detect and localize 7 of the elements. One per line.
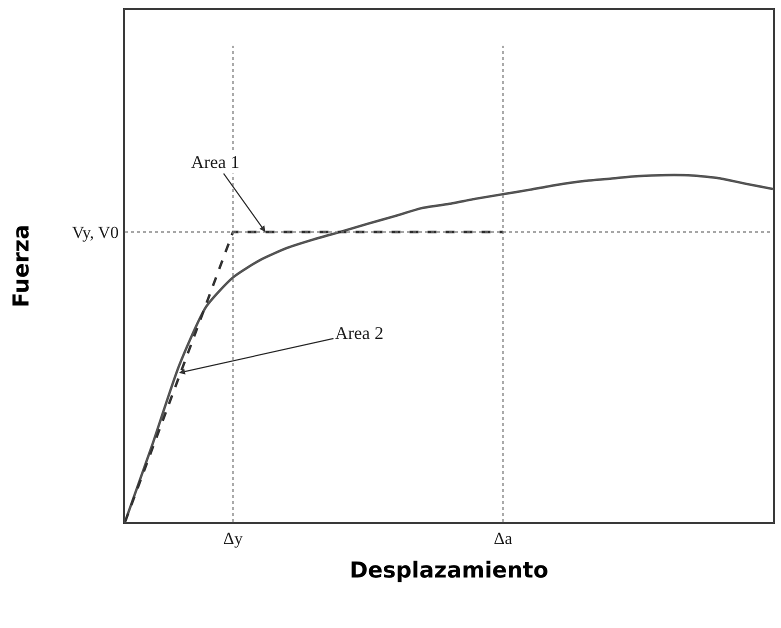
annotation: Area 2 (335, 323, 384, 343)
y-axis-title: Fuerza (10, 224, 35, 308)
x-tick-label: Δa (494, 529, 513, 548)
x-tick-label: Δy (223, 529, 244, 548)
x-axis-title: Desplazamiento (350, 558, 548, 584)
text: Area 1 (191, 152, 240, 172)
ref-line-label: Vy, V0 (72, 223, 119, 242)
